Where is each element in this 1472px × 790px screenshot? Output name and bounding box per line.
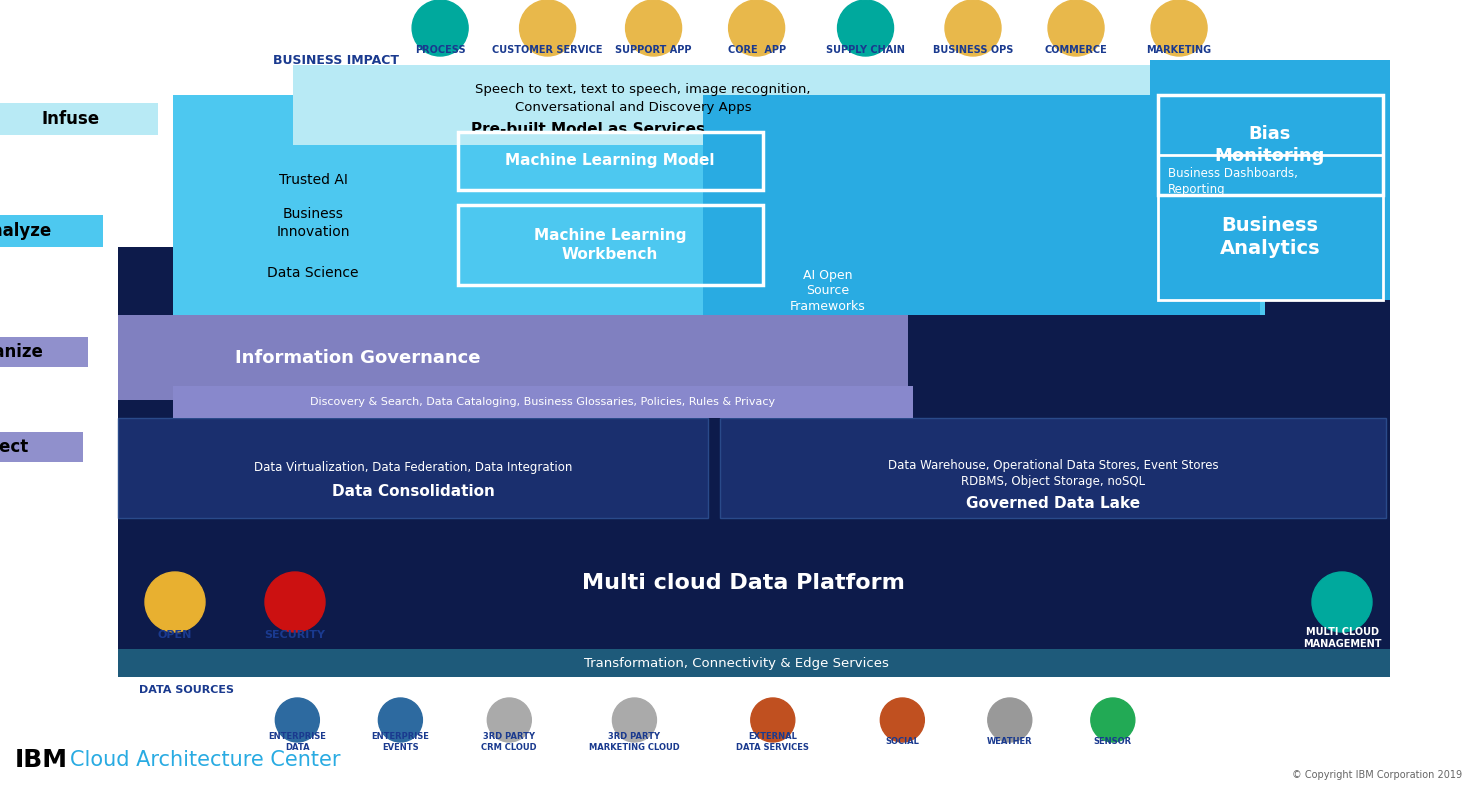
Text: BUSINESS IMPACT: BUSINESS IMPACT xyxy=(272,54,399,66)
Circle shape xyxy=(1312,572,1372,632)
Circle shape xyxy=(945,0,1001,56)
Text: COMMERCE: COMMERCE xyxy=(1045,45,1107,55)
Bar xyxy=(118,247,1390,522)
Bar xyxy=(458,132,762,190)
Bar xyxy=(293,65,1314,145)
Text: Cloud Architecture Center: Cloud Architecture Center xyxy=(71,750,340,770)
Circle shape xyxy=(520,0,576,56)
Text: OPEN: OPEN xyxy=(158,630,193,640)
Circle shape xyxy=(751,698,795,742)
Text: IBM: IBM xyxy=(15,748,68,772)
Text: SUPPLY CHAIN: SUPPLY CHAIN xyxy=(826,45,905,55)
Text: PROCESS: PROCESS xyxy=(415,45,465,55)
Bar xyxy=(0,337,88,367)
Text: Trusted AI: Trusted AI xyxy=(278,173,347,187)
Text: Information Governance: Information Governance xyxy=(236,349,481,367)
Text: Machine Learning
Workbench: Machine Learning Workbench xyxy=(534,228,686,261)
Text: Machine Learning Model: Machine Learning Model xyxy=(505,153,715,168)
Bar xyxy=(1150,60,1390,300)
Text: Conversational and Discovery Apps: Conversational and Discovery Apps xyxy=(515,101,751,115)
Text: Bias
Monitoring: Bias Monitoring xyxy=(1214,125,1325,165)
Text: WEATHER: WEATHER xyxy=(988,738,1032,747)
Text: BUSINESS OPS: BUSINESS OPS xyxy=(933,45,1013,55)
Text: Data Virtualization, Data Federation, Data Integration: Data Virtualization, Data Federation, Da… xyxy=(253,461,573,475)
Text: Infuse: Infuse xyxy=(41,110,100,128)
Text: Business
Analytics: Business Analytics xyxy=(1220,216,1320,258)
Text: SECURITY: SECURITY xyxy=(265,630,325,640)
Text: SENSOR: SENSOR xyxy=(1094,738,1132,747)
Bar xyxy=(0,215,103,247)
Text: Analyze: Analyze xyxy=(0,222,53,240)
Text: SUPPORT APP: SUPPORT APP xyxy=(615,45,692,55)
Circle shape xyxy=(487,698,531,742)
Text: ENTERPRISE
EVENTS: ENTERPRISE EVENTS xyxy=(371,732,430,752)
Circle shape xyxy=(146,572,205,632)
Text: AI Open
Source
Frameworks: AI Open Source Frameworks xyxy=(790,269,866,314)
Circle shape xyxy=(626,0,682,56)
Text: Data Science: Data Science xyxy=(268,266,359,280)
Text: MULTI CLOUD
MANAGEMENT: MULTI CLOUD MANAGEMENT xyxy=(1303,626,1381,649)
Text: CORE  APP: CORE APP xyxy=(727,45,786,55)
Bar xyxy=(174,386,913,418)
Text: Multi cloud Data Platform: Multi cloud Data Platform xyxy=(581,573,905,593)
Circle shape xyxy=(612,698,657,742)
Circle shape xyxy=(1151,0,1207,56)
Circle shape xyxy=(838,0,894,56)
Circle shape xyxy=(275,698,319,742)
Bar xyxy=(720,418,1387,518)
Bar xyxy=(118,418,708,518)
Text: Speech to text, text to speech, image recognition,: Speech to text, text to speech, image re… xyxy=(475,84,811,96)
Circle shape xyxy=(729,0,785,56)
Text: ENTERPRISE
DATA: ENTERPRISE DATA xyxy=(268,732,327,752)
Bar xyxy=(118,649,1390,677)
Text: Discovery & Search, Data Cataloging, Business Glossaries, Policies, Rules & Priv: Discovery & Search, Data Cataloging, Bus… xyxy=(311,397,776,407)
Bar xyxy=(458,205,762,285)
Text: Business Dashboards,: Business Dashboards, xyxy=(1167,167,1298,179)
Text: RDBMS, Object Storage, noSQL: RDBMS, Object Storage, noSQL xyxy=(961,476,1145,488)
Circle shape xyxy=(880,698,924,742)
Text: Pre-built Model as Services: Pre-built Model as Services xyxy=(471,122,705,137)
Text: Data Warehouse, Operational Data Stores, Event Stores: Data Warehouse, Operational Data Stores,… xyxy=(888,458,1219,472)
Text: Business
Innovation: Business Innovation xyxy=(277,207,350,239)
Text: Transformation, Connectivity & Edge Services: Transformation, Connectivity & Edge Serv… xyxy=(583,656,889,669)
Bar xyxy=(1158,95,1384,195)
Text: SOCIAL: SOCIAL xyxy=(885,738,920,747)
Bar xyxy=(0,103,158,135)
Text: © Copyright IBM Corporation 2019: © Copyright IBM Corporation 2019 xyxy=(1292,770,1462,780)
Circle shape xyxy=(988,698,1032,742)
Text: Governed Data Lake: Governed Data Lake xyxy=(966,495,1139,510)
Bar xyxy=(704,95,1260,315)
Text: Organize: Organize xyxy=(0,343,43,361)
Text: 3RD PARTY
CRM CLOUD: 3RD PARTY CRM CLOUD xyxy=(481,732,537,752)
Text: Collect: Collect xyxy=(0,438,28,456)
Text: EXTERNAL
DATA SERVICES: EXTERNAL DATA SERVICES xyxy=(736,732,810,752)
Bar xyxy=(1158,155,1384,300)
Text: Reporting: Reporting xyxy=(1167,182,1226,195)
Bar xyxy=(118,520,1390,650)
Bar xyxy=(0,432,82,462)
Circle shape xyxy=(412,0,468,56)
Text: 3RD PARTY
MARKETING CLOUD: 3RD PARTY MARKETING CLOUD xyxy=(589,732,680,752)
Text: CUSTOMER SERVICE: CUSTOMER SERVICE xyxy=(492,45,604,55)
Text: Data Consolidation: Data Consolidation xyxy=(331,484,495,499)
Bar xyxy=(174,95,1264,315)
Text: MARKETING: MARKETING xyxy=(1147,45,1211,55)
Circle shape xyxy=(1048,0,1104,56)
Circle shape xyxy=(265,572,325,632)
Circle shape xyxy=(378,698,422,742)
Circle shape xyxy=(1091,698,1135,742)
Text: DATA SOURCES: DATA SOURCES xyxy=(140,685,234,695)
Bar xyxy=(118,315,908,400)
